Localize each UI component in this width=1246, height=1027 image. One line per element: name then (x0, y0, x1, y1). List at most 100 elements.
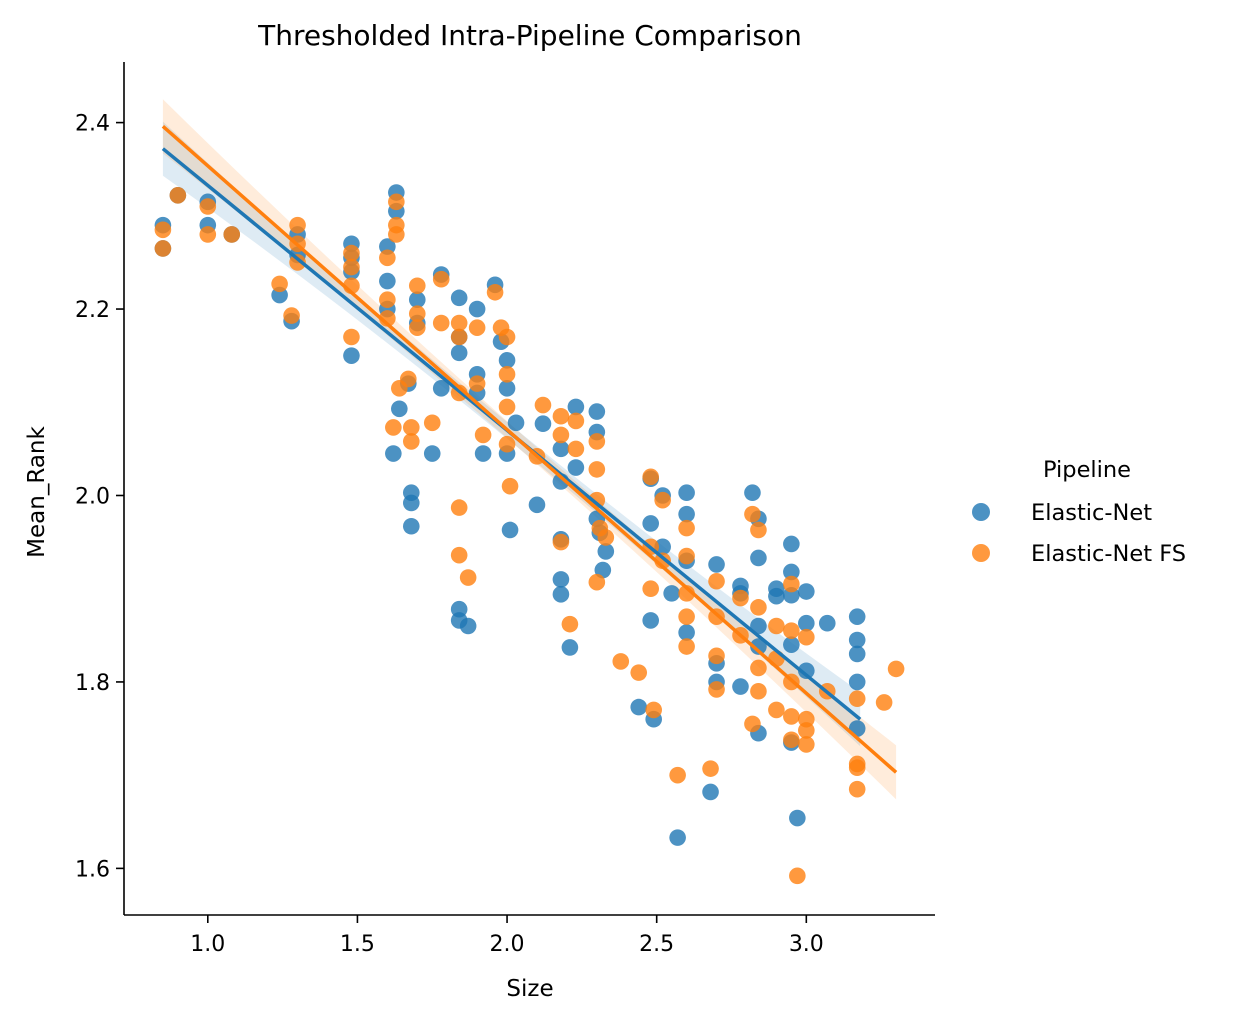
point-elastic-net (798, 614, 815, 632)
point-elastic-net-fs (450, 546, 468, 564)
point-elastic-net (663, 585, 680, 602)
point-elastic-net (432, 379, 450, 397)
point-elastic-net-fs (887, 660, 905, 678)
point-elastic-net-fs (798, 628, 815, 646)
legend-item-elastic-net-fs: Elastic-Net FS (972, 541, 1186, 567)
point-elastic-net (402, 517, 420, 535)
point-elastic-net-fs (408, 319, 426, 336)
point-elastic-net (669, 829, 686, 846)
point-elastic-net-fs (432, 270, 450, 288)
point-elastic-net (474, 445, 492, 462)
point-elastic-net (798, 662, 815, 680)
legend: Pipeline Elastic-Net Elastic-Net FS (972, 457, 1186, 567)
point-elastic-net (848, 608, 866, 625)
point-elastic-net-fs (385, 419, 402, 436)
point-elastic-net-fs (654, 491, 671, 509)
point-elastic-net-fs (343, 258, 360, 276)
point-elastic-net-fs (223, 226, 241, 243)
point-elastic-net (732, 678, 749, 695)
point-elastic-net-fs (678, 638, 695, 655)
point-elastic-net-fs (169, 187, 187, 204)
regression-line-elastic-net-fs (161, 125, 898, 774)
point-elastic-net-fs (399, 370, 417, 388)
point-elastic-net-fs (783, 622, 800, 639)
point-elastic-net (507, 414, 525, 432)
point-elastic-net-fs (501, 477, 519, 495)
point-elastic-net (750, 638, 767, 655)
point-elastic-net-fs (750, 521, 767, 539)
x-tick-label: 2.0 (490, 932, 525, 957)
point-elastic-net-fs (388, 226, 405, 243)
point-elastic-net-fs (154, 221, 172, 239)
point-elastic-net-fs (474, 426, 492, 444)
x-axis-label: Size (506, 976, 553, 1002)
point-elastic-net-fs (498, 435, 516, 453)
y-tick-label: 2.2 (75, 298, 110, 323)
point-elastic-net-fs (486, 283, 504, 301)
point-elastic-net (501, 521, 519, 539)
legend-item-elastic-net: Elastic-Net (972, 500, 1152, 526)
x-tick-label: 2.5 (639, 932, 674, 957)
point-elastic-net-fs (678, 608, 695, 625)
point-elastic-net (597, 543, 615, 560)
point-elastic-net-fs (459, 569, 477, 586)
point-elastic-net-fs (798, 722, 815, 739)
point-elastic-net (468, 300, 486, 318)
point-elastic-net-fs (343, 328, 360, 346)
point-elastic-net (848, 673, 866, 691)
point-elastic-net-fs (498, 328, 516, 346)
point-elastic-net-fs (783, 708, 800, 725)
point-elastic-net-fs (408, 277, 426, 295)
y-tick-label: 2.0 (75, 484, 110, 509)
y-tick-label: 2.4 (75, 112, 110, 137)
point-elastic-net-fs (388, 193, 405, 211)
point-elastic-net-fs (768, 617, 785, 635)
point-elastic-net-fs (848, 759, 866, 777)
point-elastic-net-fs (154, 240, 172, 257)
point-elastic-net-fs (642, 468, 660, 486)
point-elastic-net (678, 505, 695, 523)
point-elastic-net-fs (783, 575, 800, 593)
point-elastic-net-fs (798, 736, 815, 753)
point-elastic-net-fs (379, 291, 396, 309)
point-elastic-net (708, 556, 725, 573)
point-elastic-net-fs (588, 461, 606, 478)
point-elastic-net-fs (848, 690, 866, 708)
point-elastic-net-fs (283, 307, 300, 324)
x-tick-label: 1.0 (190, 932, 225, 957)
point-elastic-net (789, 809, 806, 827)
point-elastic-net (702, 783, 719, 801)
x-axis-ticks: 1.0 1.5 2.0 2.5 3.0 (190, 915, 824, 957)
data-points (154, 184, 905, 885)
point-elastic-net (379, 272, 396, 290)
point-elastic-net (783, 535, 800, 553)
point-elastic-net-fs (468, 375, 486, 392)
point-elastic-net (423, 445, 441, 462)
point-elastic-net-fs (645, 701, 662, 719)
point-elastic-net (567, 398, 585, 416)
point-elastic-net (498, 379, 516, 397)
point-elastic-net (459, 617, 477, 635)
point-elastic-net-fs (450, 328, 468, 346)
point-elastic-net-fs (423, 414, 441, 432)
legend-label-elastic-net: Elastic-Net (1031, 500, 1152, 526)
point-elastic-net (818, 614, 836, 632)
point-elastic-net (450, 289, 468, 307)
y-axis-ticks: 1.6 1.8 2.0 2.2 2.4 (75, 112, 124, 882)
point-elastic-net (642, 515, 660, 532)
y-tick-label: 1.6 (75, 857, 110, 882)
point-elastic-net-fs (289, 216, 306, 234)
point-elastic-net-fs (669, 766, 686, 784)
point-elastic-net-fs (271, 275, 288, 293)
point-elastic-net (848, 645, 866, 663)
point-elastic-net (498, 352, 516, 369)
x-tick-label: 1.5 (340, 932, 375, 957)
legend-marker-elastic-net (972, 503, 990, 521)
point-elastic-net-fs (588, 573, 606, 591)
point-elastic-net (798, 583, 815, 600)
point-elastic-net (678, 624, 695, 641)
point-elastic-net-fs (848, 780, 866, 798)
legend-title: Pipeline (1043, 457, 1131, 483)
point-elastic-net-fs (552, 407, 570, 425)
